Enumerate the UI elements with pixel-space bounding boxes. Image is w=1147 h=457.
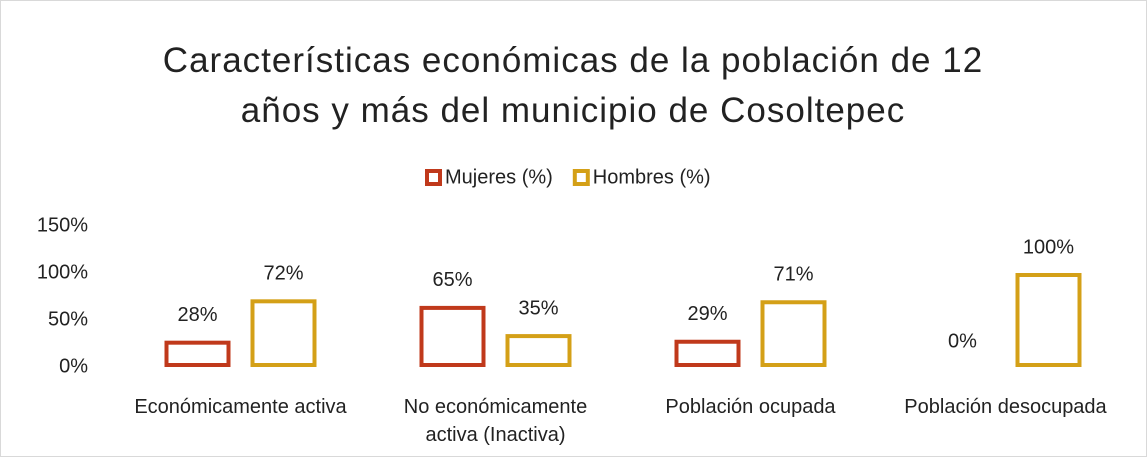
legend-label: Mujeres (%) (445, 166, 553, 188)
x-tick-label: Población desocupada (904, 396, 1107, 418)
y-tick-label: 0% (59, 355, 88, 377)
bar (674, 339, 741, 367)
bar (1015, 273, 1082, 367)
data-label: 28% (177, 304, 217, 326)
data-label: 0% (948, 330, 977, 352)
data-label: 100% (1023, 236, 1074, 258)
legend-label: Hombres (%) (593, 166, 711, 188)
bar (164, 340, 231, 367)
data-label: 65% (432, 269, 472, 291)
y-tick-label: 50% (48, 308, 88, 330)
chart-title: Características económicas de la poblaci… (162, 41, 984, 130)
x-tick-label: Económicamente activa (134, 396, 347, 418)
bar (419, 305, 486, 367)
bar (760, 300, 827, 368)
bar (250, 299, 317, 368)
y-tick-label: 150% (37, 214, 88, 236)
data-label: 29% (687, 303, 727, 325)
legend-swatch (572, 169, 590, 186)
x-tick-label: No económicamente activa (Inactiva) (403, 396, 588, 446)
y-tick-label: 100% (37, 261, 88, 283)
data-label: 35% (518, 297, 558, 319)
legend-swatch (425, 169, 442, 186)
data-label: 72% (263, 263, 303, 285)
bar (505, 334, 572, 368)
x-tick-label: Población ocupada (665, 396, 836, 418)
data-label: 71% (773, 264, 813, 286)
